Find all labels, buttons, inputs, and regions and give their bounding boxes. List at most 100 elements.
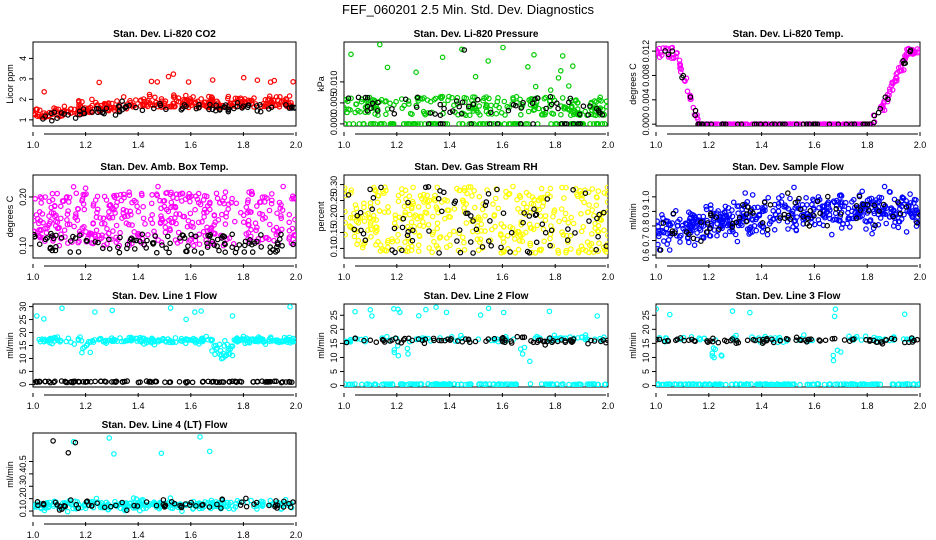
data-point	[669, 230, 676, 237]
data-point	[705, 381, 711, 387]
data-point	[252, 220, 259, 227]
data-point	[222, 104, 228, 111]
x-tick-label: 1.4	[443, 401, 456, 411]
data-point	[204, 193, 210, 200]
data-point	[857, 214, 863, 220]
data-point	[148, 78, 155, 85]
data-point	[90, 339, 97, 346]
data-point	[446, 232, 453, 238]
y-tick-label: 25	[18, 315, 28, 325]
data-point	[369, 313, 375, 319]
data-point	[901, 60, 907, 67]
data-point	[216, 247, 222, 254]
data-point	[743, 381, 749, 387]
data-point	[451, 102, 457, 109]
data-point	[143, 499, 150, 505]
data-point	[474, 96, 481, 103]
data-point	[563, 184, 569, 191]
data-point	[116, 108, 123, 114]
data-point	[122, 104, 129, 110]
data-point	[203, 237, 210, 244]
data-point	[352, 202, 359, 208]
data-point	[351, 226, 358, 233]
data-point	[531, 196, 538, 203]
data-point	[240, 219, 247, 226]
data-point	[492, 195, 499, 202]
data-point	[890, 213, 896, 220]
data-point	[544, 381, 550, 387]
data-point	[747, 225, 753, 231]
y-tick-label: 0	[641, 383, 651, 388]
data-point	[656, 336, 660, 343]
data-point	[533, 239, 540, 246]
data-point	[105, 230, 112, 237]
data-point	[542, 342, 549, 348]
data-point	[234, 335, 240, 341]
data-point	[595, 121, 602, 126]
data-point	[433, 304, 439, 311]
data-point	[673, 50, 680, 57]
data-point	[149, 192, 155, 198]
data-point	[151, 105, 157, 112]
data-point	[869, 230, 875, 237]
data-point	[859, 188, 866, 195]
data-point	[160, 198, 167, 204]
data-point	[119, 379, 126, 385]
data-point	[538, 381, 545, 387]
data-point	[843, 121, 850, 126]
data-point	[429, 213, 436, 220]
data-point	[482, 213, 488, 219]
y-axis-label: kPa	[316, 76, 326, 92]
data-point	[48, 210, 55, 216]
data-point	[422, 336, 429, 343]
data-point	[87, 339, 94, 345]
data-point	[488, 243, 495, 249]
data-point	[463, 220, 470, 226]
data-point	[240, 333, 247, 340]
data-point	[447, 109, 453, 116]
data-point	[516, 232, 523, 238]
data-point	[498, 250, 505, 256]
data-point	[51, 203, 58, 210]
data-point	[415, 98, 422, 104]
x-tick-label: 1.6	[496, 272, 509, 282]
data-point	[876, 198, 882, 205]
x-tick-label: 1.0	[27, 401, 40, 411]
data-point	[777, 337, 784, 344]
data-point	[108, 503, 114, 510]
data-point	[704, 220, 711, 226]
data-point	[158, 205, 164, 212]
data-point	[744, 204, 751, 210]
data-point	[51, 213, 58, 220]
data-point	[559, 53, 566, 59]
data-point	[862, 333, 869, 340]
data-point	[290, 241, 296, 248]
data-point	[48, 110, 55, 117]
y-tick-label: 0.15	[329, 224, 339, 242]
y-tick-label: 15	[18, 340, 28, 350]
data-point	[67, 249, 74, 255]
data-point	[798, 337, 804, 344]
data-point	[519, 238, 526, 245]
data-point	[461, 239, 467, 246]
data-point	[477, 236, 484, 243]
data-point	[656, 233, 662, 240]
data-point	[415, 242, 422, 249]
data-point	[663, 225, 670, 232]
data-point	[177, 238, 184, 244]
data-point	[344, 121, 348, 126]
data-point	[667, 221, 673, 227]
data-point	[364, 381, 371, 387]
data-point	[588, 231, 595, 237]
data-point	[402, 209, 409, 216]
data-point	[772, 212, 779, 218]
x-tick-label: 1.6	[808, 401, 821, 411]
x-tick-label: 2.0	[290, 140, 303, 150]
data-point	[685, 337, 692, 344]
data-point	[557, 68, 564, 74]
data-point	[223, 214, 229, 220]
data-point	[568, 338, 574, 344]
y-tick-label: 0.3	[18, 480, 28, 493]
data-point	[162, 379, 168, 386]
